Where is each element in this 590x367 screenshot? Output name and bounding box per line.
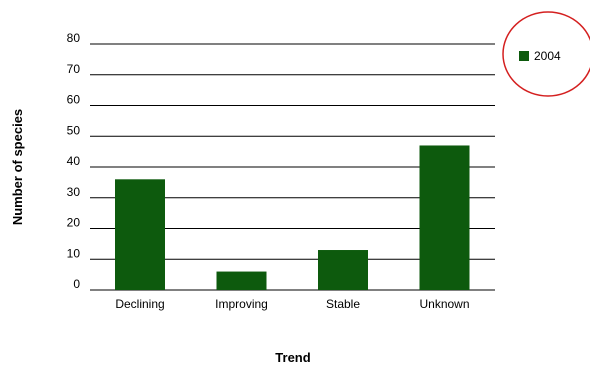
bar-unknown <box>419 145 470 290</box>
y-tick-label: 60 <box>67 93 81 107</box>
legend-swatch-2004 <box>519 51 529 61</box>
x-category-label: Unknown <box>419 297 469 311</box>
legend-highlight-circle <box>502 11 590 97</box>
bar-improving <box>216 271 267 290</box>
y-axis-ticks: 0 10 20 30 40 50 60 70 80 <box>67 31 81 291</box>
x-category-label: Stable <box>326 297 360 311</box>
y-tick-label: 30 <box>67 185 81 199</box>
bar-stable <box>318 250 368 290</box>
x-axis-categories: Declining Improving Stable Unknown <box>115 297 469 311</box>
x-category-label: Declining <box>115 297 164 311</box>
y-tick-label: 80 <box>67 31 81 45</box>
y-tick-label: 10 <box>67 246 81 260</box>
y-tick-label: 20 <box>67 216 81 230</box>
legend: 2004 <box>519 49 561 63</box>
x-axis-title: Trend <box>275 350 310 365</box>
legend-label-2004: 2004 <box>534 49 561 63</box>
bar-declining <box>115 179 165 290</box>
y-tick-label: 0 <box>73 277 80 291</box>
x-category-label: Improving <box>215 297 268 311</box>
bars <box>115 145 470 290</box>
y-axis-title: Number of species <box>10 109 25 225</box>
y-tick-label: 70 <box>67 62 81 76</box>
y-tick-label: 40 <box>67 154 81 168</box>
y-tick-label: 50 <box>67 123 81 137</box>
